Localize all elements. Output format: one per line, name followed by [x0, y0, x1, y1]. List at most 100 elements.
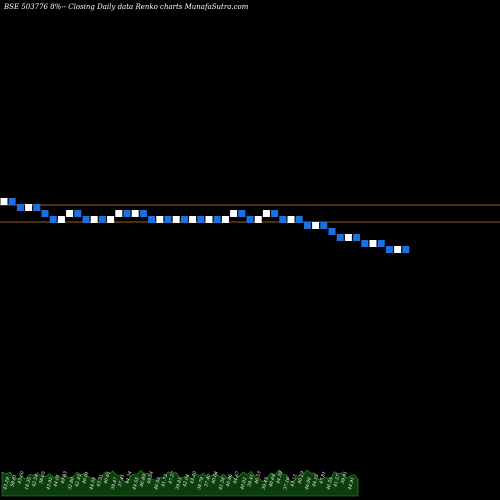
volume-label: 46.01	[81, 471, 90, 486]
volume-label: 39.81	[175, 477, 184, 491]
volume-label: 41.73	[160, 473, 169, 488]
renko-brick-down	[320, 222, 328, 229]
volume-label: 44.01	[52, 474, 61, 489]
volume-label: 39.43	[261, 476, 270, 490]
volume-label: 43.40	[189, 470, 198, 485]
renko-brick-up	[230, 210, 238, 217]
renko-brick-up	[172, 216, 180, 223]
volume-label: 43.92	[45, 476, 54, 491]
volume-label: 46.53	[253, 470, 262, 485]
renko-brick-down	[180, 216, 188, 223]
renko-brick-down	[41, 210, 49, 217]
renko-brick-up	[25, 204, 33, 211]
renko-brick-down	[148, 216, 156, 223]
renko-brick-up	[66, 210, 74, 217]
renko-brick-down	[82, 216, 90, 223]
renko-brick-up	[312, 222, 320, 229]
renko-brick-down	[303, 222, 311, 229]
renko-brick-down	[385, 246, 393, 253]
renko-brick-up	[189, 216, 197, 223]
volume-label: 37.40	[203, 473, 212, 487]
renko-brick-down	[213, 216, 221, 223]
renko-brick-down	[295, 216, 303, 223]
renko-brick-up	[115, 210, 123, 217]
volume-label: 32.80	[67, 476, 76, 490]
volume-label: 37.41	[117, 474, 126, 488]
volume-label: 47.81	[318, 471, 327, 486]
renko-bricks	[0, 198, 410, 253]
volume-label: 37.16	[282, 476, 291, 490]
renko-brick-down	[336, 234, 344, 241]
volume-label: 46.89	[138, 473, 147, 488]
volume-label: 49.54	[146, 470, 155, 485]
renko-brick-down	[328, 228, 336, 235]
renko-brick-up	[394, 246, 402, 253]
renko-brick-up	[205, 216, 213, 223]
volume-label: 43.29	[2, 476, 11, 491]
volume-label: 44.15	[311, 473, 320, 488]
volume-label: 39.91	[340, 471, 349, 485]
volume-label: 47.27	[167, 470, 176, 485]
renko-brick-down	[16, 204, 24, 211]
renko-brick-up	[369, 240, 377, 247]
volume-label: 18.35	[24, 476, 33, 490]
volume-label: 40.64	[210, 470, 219, 485]
renko-brick-down	[246, 216, 254, 223]
volume-label: 43.12	[289, 473, 298, 488]
volume-label: 38.65	[38, 470, 47, 484]
renko-brick-up	[107, 216, 115, 223]
renko-brick-up	[221, 216, 229, 223]
renko-brick-up	[90, 216, 98, 223]
renko-brick-down	[8, 198, 16, 205]
volume-area	[1, 469, 359, 497]
renko-brick-up	[344, 234, 352, 241]
volume-label: 46.55	[325, 476, 334, 491]
renko-brick-down	[164, 216, 172, 223]
volume-label: 40.64	[268, 473, 277, 488]
volume-label: 44.34	[124, 470, 133, 485]
renko-brick-down	[238, 210, 246, 217]
volume-label: 44.55	[88, 476, 97, 491]
renko-brick-down	[271, 210, 279, 217]
renko-brick-down	[402, 246, 410, 253]
volume-label: 43.60	[16, 470, 25, 485]
volume-label: 40.02	[239, 476, 248, 491]
volume-label: 41.58	[217, 476, 226, 491]
volume-label: 44.91	[347, 477, 356, 492]
renko-brick-up	[262, 210, 270, 217]
volume-label: 42.45	[74, 473, 83, 488]
volume-label: 42.54	[31, 473, 40, 488]
renko-brick-up	[57, 216, 65, 223]
renko-brick-down	[279, 216, 287, 223]
volume-label: 40.29	[296, 470, 305, 485]
chart-title: BSE 503776 8%-- Closing Daily data Renko…	[3, 3, 249, 11]
renko-brick-down	[98, 216, 106, 223]
renko-brick-down	[361, 240, 369, 247]
renko-brick-down	[197, 216, 205, 223]
volume-label: 44.55	[131, 476, 140, 491]
renko-brick-up	[131, 210, 139, 217]
volume-label: 43.31	[95, 474, 104, 489]
volume-label: 42.04	[181, 473, 190, 488]
renko-brick-down	[33, 204, 41, 211]
volume-label: 40.46	[225, 473, 234, 488]
renko-brick-down	[74, 210, 82, 217]
volume-label: 58.61	[9, 474, 18, 488]
volume-label: 40.61	[102, 471, 111, 486]
renko-brick-down	[139, 210, 147, 217]
volume-label: 46.53	[153, 476, 162, 491]
renko-brick-up	[287, 216, 295, 223]
volume-label: 39.47	[110, 476, 119, 490]
volume-label: 41.57	[332, 473, 341, 488]
renko-brick-up	[0, 198, 8, 205]
volume-label: 39.41	[246, 474, 255, 488]
volume-label: 49.83	[59, 470, 68, 485]
renko-brick-up	[156, 216, 164, 223]
volume-area-shape	[1, 469, 359, 497]
volume-label: 44.67	[232, 470, 241, 485]
volume-label: 38.79	[196, 476, 205, 490]
